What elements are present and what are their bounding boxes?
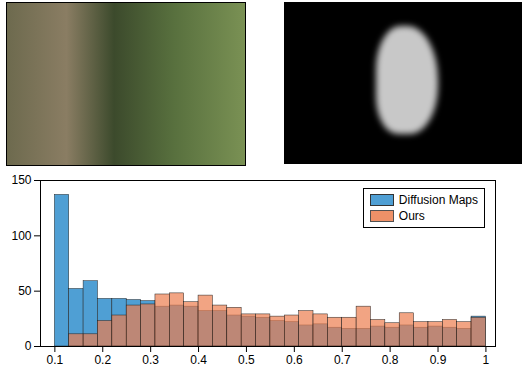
svg-text:0.4: 0.4 [190, 353, 207, 367]
html-text:Ours: Ours [398, 209, 425, 223]
svg-text:0.5: 0.5 [238, 353, 255, 367]
svg-text:0: 0 [25, 339, 32, 353]
svg-text:0.7: 0.7 [334, 353, 351, 367]
svg-text:0.3: 0.3 [142, 353, 159, 367]
svg-text:150: 150 [11, 173, 31, 187]
svg-text:100: 100 [11, 229, 31, 243]
svg-text:0.2: 0.2 [94, 353, 111, 367]
svg-text:0.9: 0.9 [430, 353, 447, 367]
svg-text:1: 1 [483, 353, 490, 367]
svg-text:0.8: 0.8 [382, 353, 399, 367]
svg-text:50: 50 [18, 284, 32, 298]
svg-text:0.6: 0.6 [286, 353, 303, 367]
html-text:Diffusion Maps: Diffusion Maps [398, 193, 478, 207]
svg-text:0.1: 0.1 [47, 353, 64, 367]
